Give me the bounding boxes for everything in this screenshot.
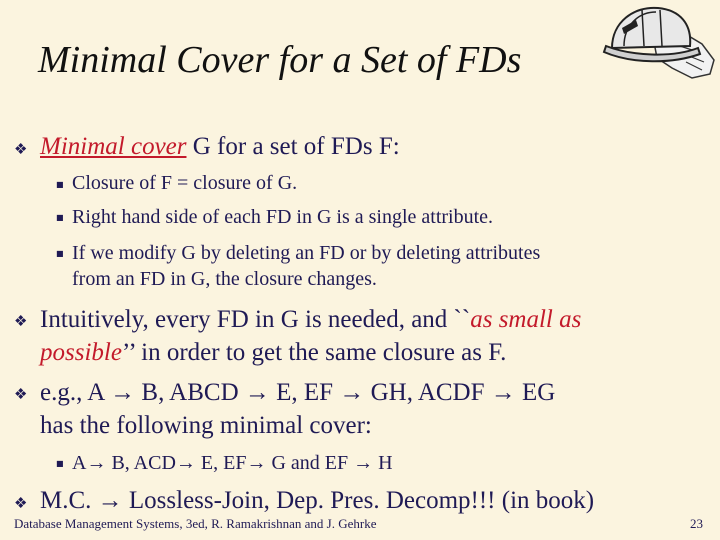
sub-bullet: A→ B, ACD→ E, EF→ G and EF → H [72, 452, 393, 474]
bullet-continuation: possible’’ in order to get the same clos… [40, 337, 506, 369]
page-number: 23 [690, 516, 703, 531]
bullet-intuitively: Intuitively, every FD in G is needed, an… [40, 304, 581, 336]
bullet-mc: M.C. → Lossless-Join, Dep. Pres. Decomp!… [40, 487, 595, 514]
diamond-bullet-icon: ❖ [14, 140, 28, 158]
square-bullet-icon: ■ [56, 249, 64, 258]
emphasis-text: possible [40, 339, 122, 366]
hardhat-gloves-icon [602, 6, 715, 79]
diamond-bullet-icon: ❖ [14, 385, 28, 403]
sub-bullet: Closure of F = closure of G. [72, 172, 298, 194]
sub-bullet-continuation: from an FD in G, the closure changes. [72, 268, 377, 290]
square-bullet-icon: ■ [56, 180, 64, 189]
square-bullet-icon: ■ [56, 213, 64, 222]
bullet-text: G for a set of FDs F: [186, 133, 400, 160]
sub-bullet: Right hand side of each FD in G is a sin… [72, 206, 494, 228]
footer-citation: Database Management Systems, 3ed, R. Ram… [14, 516, 377, 531]
bullet-text: ’’ in order to get the same closure as F… [121, 339, 507, 366]
diamond-bullet-icon: ❖ [14, 312, 28, 330]
bullet-text: Intuitively, every FD in G is needed, an… [40, 306, 471, 333]
sub-bullet: If we modify G by deleting an FD or by d… [72, 242, 541, 264]
bullet-example: e.g., A → B, ABCD → E, EF → GH, ACDF → E… [40, 379, 556, 406]
bullet-continuation: has the following minimal cover: [40, 412, 372, 439]
square-bullet-icon: ■ [56, 459, 64, 468]
bullet-minimal-cover: Minimal cover G for a set of FDs F: [40, 131, 400, 163]
diamond-bullet-icon: ❖ [14, 494, 28, 512]
minimal-cover-term: Minimal cover [40, 133, 187, 160]
emphasis-text: as small as [470, 306, 582, 333]
slide-title: Minimal Cover for a Set of FDs [38, 39, 522, 81]
